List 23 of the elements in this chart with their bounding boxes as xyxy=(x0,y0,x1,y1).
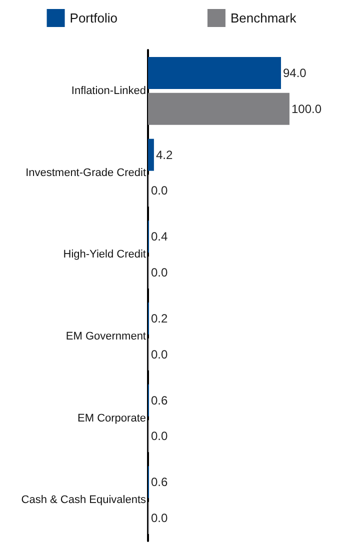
y-tick-label: Cash & Cash Equivalents xyxy=(21,494,146,506)
data-label: 94.0 xyxy=(282,66,307,80)
y-tick-label: EM Government xyxy=(66,330,146,342)
data-label: 0.6 xyxy=(151,393,168,408)
data-label: 0.0 xyxy=(151,184,168,198)
data-label: 0.0 xyxy=(151,511,168,526)
bar xyxy=(148,138,154,171)
data-label: 0.4 xyxy=(151,230,168,244)
bar xyxy=(148,56,281,89)
legend-label: Portfolio xyxy=(70,10,118,26)
data-label: 0.6 xyxy=(151,475,168,490)
y-tick-label: EM Corporate xyxy=(78,412,146,424)
data-label: 0.0 xyxy=(151,266,168,280)
data-label: 0.2 xyxy=(151,311,168,326)
data-label: 0.0 xyxy=(151,347,168,362)
y-tick-label: Investment-Grade Credit xyxy=(26,166,146,179)
bar xyxy=(148,92,290,125)
data-label: 100.0 xyxy=(291,102,322,116)
data-label: 4.2 xyxy=(156,148,173,162)
y-tick-label: High-Yield Credit xyxy=(63,248,146,261)
legend-label: Benchmark xyxy=(230,10,297,26)
data-label: 0.0 xyxy=(151,429,168,444)
y-tick-label: Inflation-Linked xyxy=(71,84,146,97)
